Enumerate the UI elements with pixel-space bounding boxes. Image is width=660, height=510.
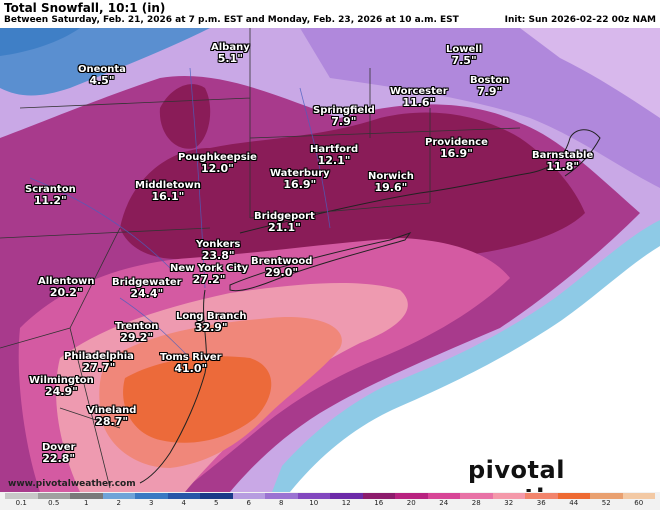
city-label-providence: Providence 16.9" <box>425 137 488 160</box>
legend-tick: 0.1 <box>15 499 27 507</box>
coastline-new-jersey <box>139 289 207 484</box>
state-borders <box>0 28 521 489</box>
legend-tick: 10 <box>309 499 319 507</box>
coastline-new-england <box>239 129 601 234</box>
legend-tick: 12 <box>341 499 351 507</box>
city-label-dover: Dover 22.8" <box>42 442 76 465</box>
legend-tick: 8 <box>279 499 284 507</box>
legend-swatch <box>200 493 233 499</box>
legend-swatch <box>557 493 590 499</box>
city-label-worcester: Worcester 11.6" <box>390 86 448 109</box>
legend-tick: 44 <box>569 499 579 507</box>
city-label-wilmington: Wilmington 24.9" <box>29 375 94 398</box>
snow-band-purple-ne <box>300 28 660 188</box>
valid-period: Between Saturday, Feb. 21, 2026 at 7 p.m… <box>4 15 459 25</box>
legend-tick: 20 <box>406 499 416 507</box>
legend-swatch <box>427 493 460 499</box>
legend-swatch <box>37 493 70 499</box>
map-title: Total Snowfall, 10:1 (in) <box>4 1 166 15</box>
city-label-new-york-city: New York City 27.2" <box>170 263 249 286</box>
legend-swatch <box>70 493 103 499</box>
city-label-philadelphia: Philadelphia 27.7" <box>64 351 134 374</box>
city-label-bridgeport: Bridgeport 21.1" <box>254 211 315 234</box>
city-label-hartford: Hartford 12.1" <box>310 144 359 167</box>
snow-band-maroon <box>120 112 585 260</box>
city-label-bridgewater: Bridgewater 24.4" <box>112 277 182 300</box>
city-label-springfield: Springfield 7.9" <box>313 105 375 128</box>
legend-tick: 2 <box>116 499 121 507</box>
rivers-roads <box>29 67 331 359</box>
legend-swatch <box>102 493 135 499</box>
snow-band-pink-ne <box>520 28 660 118</box>
city-label-trenton: Trenton 29.2" <box>115 321 159 344</box>
snowfall-map: Oneonta 4.5" Albany 5.1" Lowell 7.5" Boston… <box>0 28 660 492</box>
legend-swatch <box>395 493 428 499</box>
legend-tick: 28 <box>471 499 481 507</box>
legend-tick: 36 <box>536 499 546 507</box>
snowfall-shading <box>0 28 660 492</box>
coastline-long-island <box>229 232 412 292</box>
legend-tick: 16 <box>374 499 384 507</box>
legend-tick: 1 <box>84 499 89 507</box>
city-label-waterbury: Waterbury 16.9" <box>270 168 330 191</box>
city-label-albany: Albany 5.1" <box>211 42 250 65</box>
snow-band-orange <box>123 356 272 443</box>
legend-tick: 60 <box>634 499 644 507</box>
legend-swatch <box>460 493 493 499</box>
legend-tick: 32 <box>504 499 514 507</box>
city-label-barnstable: Barnstable 11.8" <box>532 150 594 173</box>
city-label-yonkers: Yonkers 23.8" <box>196 239 241 262</box>
city-label-scranton: Scranton 11.2" <box>25 184 76 207</box>
city-label-norwich: Norwich 19.6" <box>368 171 414 194</box>
city-label-boston: Boston 7.9" <box>470 75 510 98</box>
city-label-long-branch: Long Branch 32.9" <box>176 311 247 334</box>
legend-swatch <box>525 493 558 499</box>
model-init-time: Init: Sun 2026-02-22 00z NAM <box>504 15 656 25</box>
legend-swatch <box>135 493 168 499</box>
legend-swatch <box>590 493 623 499</box>
legend-tick: 52 <box>601 499 611 507</box>
legend-swatch <box>297 493 330 499</box>
legend-tick-labels: 0.1 0.5 1 2 3 4 5 6 8 10 12 16 20 24 28 32 36 44 52 60 <box>0 499 660 509</box>
legend-swatch <box>362 493 395 499</box>
website-url: www.pivotalweather.com <box>8 479 136 489</box>
snow-band-blue-nw <box>0 28 210 96</box>
map-header: Total Snowfall, 10:1 (in) Between Saturd… <box>0 0 660 28</box>
legend-swatch <box>622 493 655 499</box>
city-label-allentown: Allentown 20.2" <box>38 276 95 299</box>
legend-tick: 3 <box>149 499 154 507</box>
city-label-vineland: Vineland 28.7" <box>87 405 137 428</box>
legend-swatch <box>265 493 298 499</box>
legend-tick: 6 <box>246 499 251 507</box>
legend-swatch <box>232 493 265 499</box>
snow-band-lightblue-nw <box>0 28 80 56</box>
city-label-middletown: Middletown 16.1" <box>135 180 201 203</box>
city-label-oneonta: Oneonta 4.5" <box>78 64 126 87</box>
legend-tick: 5 <box>214 499 219 507</box>
city-label-toms-river: Toms River 41.0" <box>160 352 222 375</box>
legend-swatch <box>167 493 200 499</box>
city-label-brentwood: Brentwood 29.0" <box>251 256 313 279</box>
legend-swatch <box>330 493 363 499</box>
legend-swatch <box>492 493 525 499</box>
color-legend: 0.1 0.5 1 2 3 4 5 6 8 10 12 16 20 24 28 32 36 44 52 60 <box>0 492 660 510</box>
legend-tick: 24 <box>439 499 449 507</box>
legend-tick: 4 <box>181 499 186 507</box>
legend-color-bar <box>5 493 655 499</box>
legend-tick: 0.5 <box>48 499 60 507</box>
snow-band-cyan-edge <box>272 220 660 492</box>
legend-swatch <box>5 493 38 499</box>
city-label-lowell: Lowell 7.5" <box>446 44 483 67</box>
city-label-poughkeepsie: Poughkeepsie 12.0" <box>178 152 257 175</box>
